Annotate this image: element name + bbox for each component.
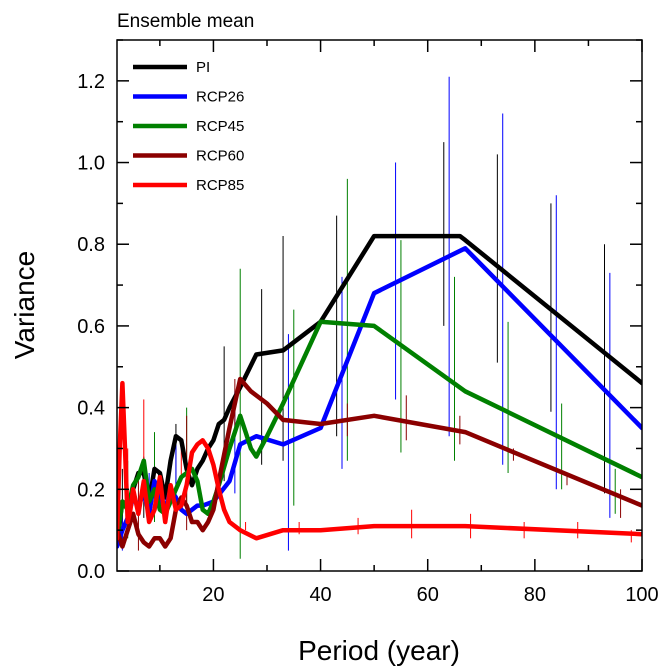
y-tick-label: 0.4 bbox=[77, 398, 105, 420]
series-line-rcp26 bbox=[117, 246, 642, 549]
y-tick-label: 1.2 bbox=[77, 71, 105, 93]
x-tick-label: 80 bbox=[524, 584, 546, 606]
y-tick-label: 0.2 bbox=[77, 479, 105, 501]
x-tick-label: 60 bbox=[417, 584, 439, 606]
chart-title: Ensemble mean bbox=[117, 11, 254, 32]
y-axis-title: Variance bbox=[9, 251, 40, 359]
x-tick-label: 100 bbox=[625, 584, 658, 606]
series-line-rcp45 bbox=[117, 319, 642, 541]
legend-label-rcp45: RCP45 bbox=[196, 118, 244, 135]
error-bars-layer bbox=[117, 76, 632, 559]
legend-label-rcp26: RCP26 bbox=[196, 89, 244, 106]
legend-label-rcp85: RCP85 bbox=[196, 177, 244, 194]
y-tick-label: 0.8 bbox=[77, 234, 105, 256]
legend-label-rcp60: RCP60 bbox=[196, 148, 244, 165]
x-tick-label: 40 bbox=[309, 584, 331, 606]
series-lines-layer bbox=[117, 233, 642, 549]
series-line-rcp85 bbox=[117, 380, 642, 541]
x-axis-title: Period (year) bbox=[298, 635, 460, 666]
legend: PI RCP26 RCP45 RCP60 RCP85 bbox=[133, 59, 244, 194]
y-tick-label: 0.0 bbox=[77, 561, 105, 583]
plot-frame bbox=[116, 39, 643, 572]
series-line-pi bbox=[117, 233, 642, 545]
x-tick-label: 20 bbox=[202, 584, 224, 606]
legend-label-pi: PI bbox=[196, 59, 210, 76]
series-line-rcp60 bbox=[117, 376, 642, 549]
axis-ticks: 20 40 60 80 100 0.0 0.2 0.4 0.6 0.8 1.0 1.2 bbox=[77, 39, 659, 606]
y-tick-label: 0.6 bbox=[77, 316, 105, 338]
y-tick-label: 1.0 bbox=[77, 153, 105, 175]
